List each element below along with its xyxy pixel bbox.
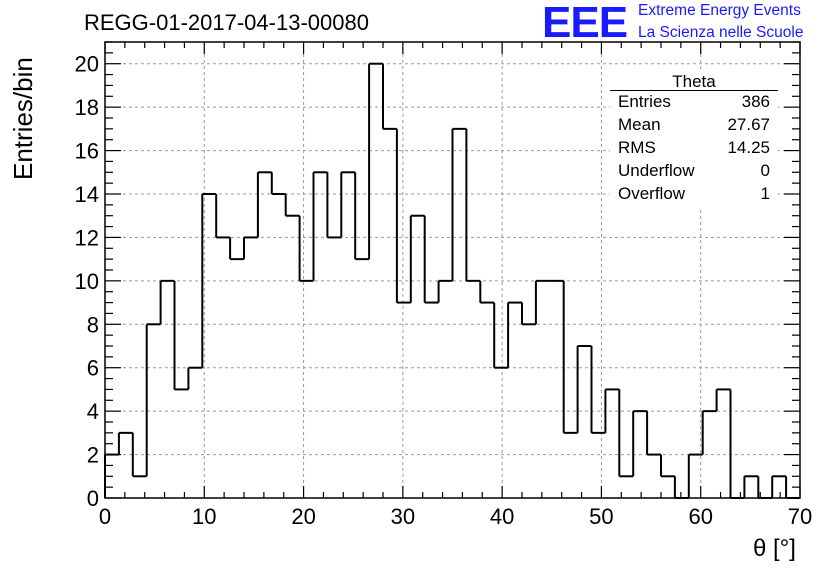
histogram-bin	[604, 388, 620, 433]
y-tick-label: 4	[87, 399, 99, 424]
y-tick-label: 14	[75, 182, 99, 207]
x-tick-label: 30	[391, 504, 415, 529]
histogram-bin	[117, 431, 133, 455]
stats-title: Theta	[672, 72, 716, 91]
y-tick-label: 2	[87, 443, 99, 468]
stats-value: 14.25	[727, 138, 770, 157]
histogram-bin	[465, 128, 481, 282]
y-tick-label: 16	[75, 139, 99, 164]
y-axis-label: Entries/bin	[8, 57, 38, 180]
stats-divider	[610, 90, 778, 91]
histogram-bin	[646, 411, 661, 456]
histogram-bin	[284, 194, 300, 217]
x-tick-label: 60	[688, 504, 712, 529]
histogram-bin	[715, 388, 731, 412]
histogram-bin	[743, 475, 759, 498]
x-tick-label: 70	[788, 504, 812, 529]
histogram-bin	[229, 237, 244, 261]
histogram-bin	[757, 476, 773, 499]
histogram-bin	[576, 345, 592, 433]
histogram-bin	[382, 63, 397, 130]
stats-label: Mean	[618, 115, 661, 134]
y-tick-label: 0	[87, 486, 99, 511]
histogram-bin	[298, 215, 314, 282]
histogram-bin	[785, 476, 800, 499]
y-tick-label: 6	[87, 356, 99, 381]
y-tick-label: 18	[75, 95, 99, 120]
histogram-bin	[423, 215, 439, 304]
eee-logo: EEE	[542, 0, 628, 47]
histogram-bin	[326, 172, 342, 239]
y-tick-label: 12	[75, 225, 99, 250]
x-tick-label: 20	[291, 504, 315, 529]
x-tick-label: 40	[490, 504, 514, 529]
histogram-bin	[131, 432, 147, 478]
x-tick-label: 0	[99, 504, 111, 529]
stats-value: 0	[760, 161, 770, 180]
histogram-bin	[201, 193, 217, 368]
histogram-bin	[173, 280, 189, 391]
histogram-bin	[521, 302, 536, 326]
histogram-bin	[256, 171, 272, 238]
y-tick-label: 10	[75, 269, 99, 294]
x-tick-label: 50	[589, 504, 613, 529]
stats-label: Overflow	[618, 184, 686, 203]
histogram-bin	[340, 171, 356, 238]
histogram-bin	[479, 280, 495, 304]
chart-title: REGG-01-2017-04-13-00080	[84, 10, 369, 35]
histogram-bin	[409, 214, 425, 303]
stats-label: Underflow	[618, 161, 695, 180]
histogram-bin	[270, 172, 286, 195]
histogram-bin	[145, 323, 161, 477]
y-tick-label: 8	[87, 312, 99, 337]
stats-value: 386	[741, 92, 770, 111]
stats-box: Theta Entries 386 Mean 27.67 RMS 14.25 U…	[610, 70, 778, 210]
stats-label: RMS	[618, 138, 656, 157]
y-tick-label: 20	[75, 52, 99, 77]
stats-value: 27.67	[727, 115, 770, 134]
histogram-bin	[312, 171, 328, 281]
histogram-bin	[632, 410, 648, 477]
histogram-bin	[701, 410, 717, 455]
logo-text-line1: Extreme Energy Events	[638, 2, 801, 19]
histogram-bin	[687, 453, 703, 498]
histogram-bin	[187, 366, 203, 390]
histogram-bin	[159, 279, 175, 325]
histogram-bin	[354, 172, 370, 261]
histogram-bin	[104, 453, 119, 498]
histogram-bin	[618, 389, 634, 478]
histogram-bin	[493, 302, 509, 369]
histogram-bin	[562, 280, 578, 434]
histogram-bin	[215, 194, 231, 239]
histogram-bin	[534, 279, 550, 325]
histogram-bin	[243, 236, 258, 260]
histogram-bin	[660, 454, 675, 478]
histogram-bin	[729, 389, 745, 499]
histogram-bin	[673, 476, 689, 499]
histogram-bin	[590, 346, 606, 434]
histogram-bin	[395, 128, 411, 304]
x-axis-label: θ [°]	[753, 535, 796, 562]
logo-text-line2: La Scienza nelle Scuole	[638, 24, 804, 41]
stats-value: 1	[760, 184, 770, 203]
histogram-bin	[771, 475, 787, 498]
stats-label: Entries	[618, 92, 671, 111]
histogram-bin	[507, 301, 522, 368]
x-tick-label: 10	[192, 504, 216, 529]
histogram-bin	[437, 279, 453, 303]
histogram-bin	[451, 127, 467, 281]
histogram-bin	[368, 62, 383, 260]
